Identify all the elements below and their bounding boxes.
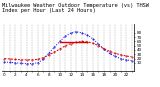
Text: Milwaukee Weather Outdoor Temperature (vs) THSW Index per Hour (Last 24 Hours): Milwaukee Weather Outdoor Temperature (v… [2,3,148,13]
